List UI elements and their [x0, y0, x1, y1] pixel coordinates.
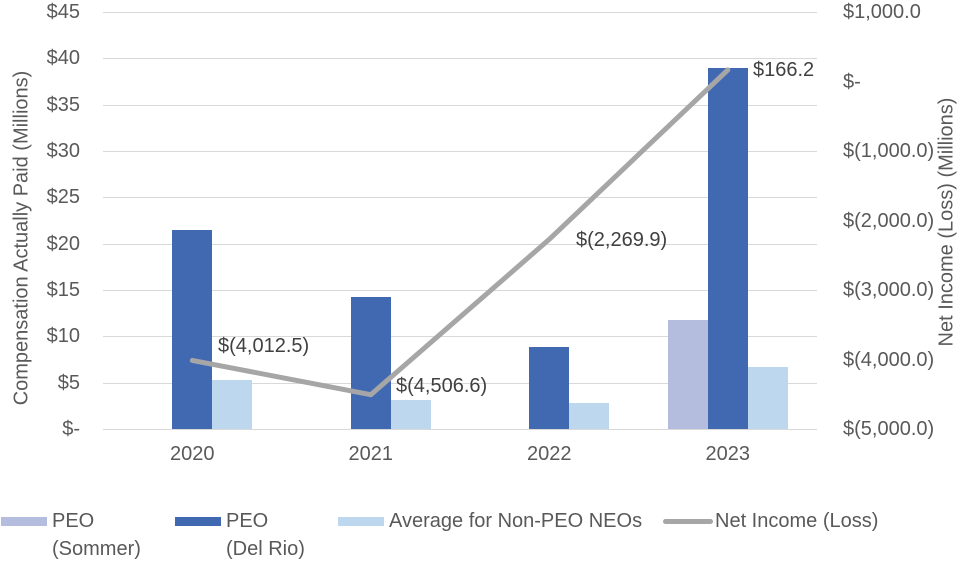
- right-axis-tick: $(4,000.0): [843, 348, 935, 371]
- net-income-data-label: $(2,269.9): [576, 229, 668, 251]
- left-axis-tick: $5: [57, 371, 80, 394]
- left-axis-tick: $30: [46, 140, 80, 162]
- legend-swatch-icon: [1, 517, 47, 526]
- gridline: [103, 336, 817, 338]
- net-income-data-label: $(4,012.5): [218, 335, 310, 357]
- legend-label: Net Income (Loss): [715, 510, 879, 532]
- legend-line-swatch-icon: [663, 519, 713, 524]
- right-axis-tick: $(2,000.0): [843, 209, 935, 232]
- net-income-line-layer: [189, 67, 731, 398]
- legend-swatch-icon: [175, 517, 221, 526]
- legend-item-4: Net Income (Loss): [663, 507, 878, 535]
- left-axis-tick: $-: [62, 418, 80, 440]
- left-axis-tick: $10: [46, 325, 80, 348]
- bar-peo-del-rio-2022: [529, 347, 570, 429]
- left-axis-tick: $25: [46, 186, 80, 209]
- right-axis-tick: $-: [843, 70, 861, 93]
- left-axis-tick: $40: [46, 47, 80, 70]
- bar-peo-del-rio-2020: [172, 229, 213, 429]
- gridline: [103, 243, 817, 245]
- bar-average-for-non-peo-neos-2020: [212, 379, 253, 429]
- x-axis-label-2023: 2023: [705, 443, 751, 465]
- gridline: [103, 104, 817, 106]
- gridline: [103, 12, 817, 13]
- legend-label: PEO (Del Rio): [226, 510, 305, 560]
- bar-average-for-non-peo-neos-2023: [747, 366, 788, 429]
- left-axis-tick: $45: [46, 1, 80, 23]
- gridline: [103, 290, 817, 291]
- gridline: [103, 58, 817, 60]
- legend-swatch-icon: [338, 517, 384, 526]
- gridline: [103, 151, 817, 152]
- left-axis-tick: $35: [46, 93, 80, 116]
- x-axis-label-2022: 2022: [527, 443, 572, 465]
- net-income-data-label: $(4,506.6): [396, 375, 488, 397]
- plot-area: [103, 12, 817, 430]
- bar-average-for-non-peo-neos-2021: [390, 400, 431, 429]
- gridline: [103, 197, 817, 199]
- legend-label: PEO (Sommer): [52, 510, 141, 560]
- right-axis-title: Net Income (Loss) (Millions): [935, 97, 958, 347]
- left-axis-tick: $15: [46, 279, 80, 301]
- net-income-line: [189, 67, 731, 398]
- legend-item-1: PEO (Sommer): [1, 507, 141, 563]
- right-axis-tick: $(5,000.0): [843, 418, 935, 440]
- legend-item-2: PEO (Del Rio): [175, 507, 305, 563]
- right-axis-tick: $(1,000.0): [843, 140, 935, 162]
- legend-label: Average for Non-PEO NEOs: [389, 510, 643, 532]
- bar-peo-sommer-2023: [667, 319, 708, 429]
- bar-peo-del-rio-2021: [350, 297, 391, 429]
- left-axis-tick: $20: [46, 232, 80, 255]
- right-axis-tick: $1,000.0: [843, 1, 921, 23]
- bar-peo-del-rio-2023: [707, 67, 748, 429]
- bar-average-for-non-peo-neos-2022: [569, 403, 610, 429]
- x-axis-label-2021: 2021: [348, 443, 394, 465]
- gridline: [103, 429, 817, 430]
- gridline: [103, 382, 817, 384]
- right-axis-tick: $(3,000.0): [843, 279, 935, 301]
- legend-item-3: Average for Non-PEO NEOs: [338, 507, 642, 535]
- x-axis-label-2020: 2020: [170, 443, 215, 465]
- net-income-data-label: $166.2: [753, 59, 815, 81]
